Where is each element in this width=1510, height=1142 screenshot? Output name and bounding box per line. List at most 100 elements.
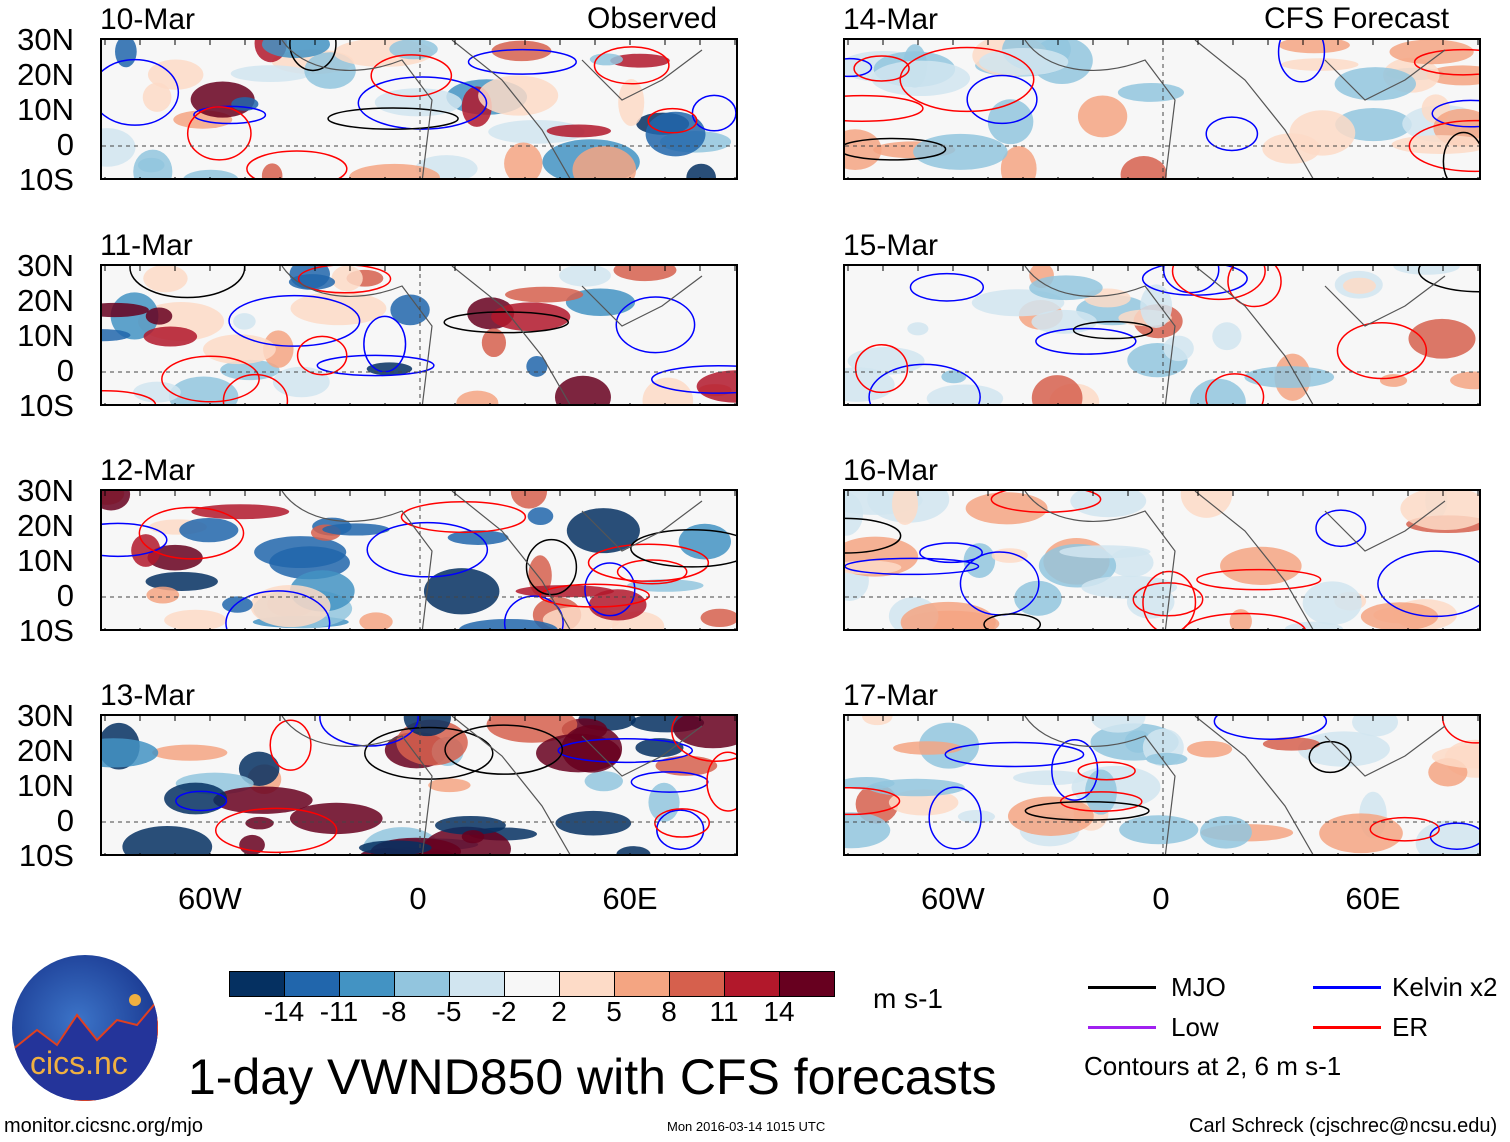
- wind-anomaly-blob: [1007, 796, 1094, 836]
- wind-anomaly-blob: [1360, 602, 1439, 629]
- legend-er: ER: [1392, 1012, 1429, 1042]
- lat-label: 20N: [17, 733, 74, 768]
- colorbar-label: 5: [606, 996, 622, 1027]
- wind-anomaly-blob: [1090, 716, 1146, 733]
- contour-line: [297, 266, 392, 294]
- wind-anomaly-blob: [1334, 67, 1417, 101]
- wind-anomaly-blob: [686, 163, 716, 178]
- wind-anomaly-blob: [893, 741, 962, 755]
- contour-line: [370, 54, 453, 98]
- panel-date: 10-Mar: [100, 3, 196, 36]
- wind-anomaly-blob: [122, 825, 213, 854]
- legend-kelvin: Kelvin x2: [1392, 972, 1498, 1002]
- wind-anomaly-blob: [1220, 546, 1302, 585]
- contour-line: [327, 107, 459, 130]
- colorbar-swatch: [615, 972, 670, 996]
- coastline: [1024, 266, 1446, 404]
- lat-label: 10N: [17, 768, 74, 803]
- contour-line: [1315, 509, 1367, 548]
- contour-line: [845, 57, 873, 78]
- colorbar-swatch: [670, 972, 725, 996]
- wind-anomaly-blob: [131, 534, 161, 567]
- wind-anomaly-blob: [1000, 146, 1037, 178]
- contour-line: [289, 40, 337, 72]
- wind-anomaly-blob: [645, 111, 706, 157]
- wind-anomaly-blob: [1297, 731, 1390, 767]
- wind-anomaly-blob: [133, 381, 181, 403]
- lat-label: 30N: [17, 22, 74, 57]
- contour-line: [845, 517, 902, 554]
- contour-line: [319, 716, 419, 747]
- source-link[interactable]: monitor.cicsnc.org/mjo: [4, 1115, 203, 1137]
- contour-line: [1035, 327, 1137, 355]
- contour-line: [1377, 550, 1479, 618]
- lat-label: 10N: [17, 543, 74, 578]
- map-panel-13-Mar: [100, 714, 738, 856]
- wind-anomaly-blob: [1289, 110, 1356, 156]
- wind-anomaly-blob: [907, 322, 929, 336]
- wind-anomaly-blob: [1281, 58, 1359, 71]
- colorbar-label: -11: [319, 996, 359, 1027]
- wind-anomaly-blob: [491, 302, 571, 332]
- wind-anomaly-blob: [289, 802, 383, 835]
- contour-line: [654, 808, 710, 838]
- contour-line: [845, 557, 980, 576]
- contour-line: [630, 771, 709, 793]
- wind-anomaly-blob: [1244, 366, 1335, 388]
- wind-anomaly-blob: [1120, 156, 1167, 178]
- lat-label: 10S: [18, 388, 74, 423]
- lat-label: 0: [56, 353, 74, 388]
- panel-date: 12-Mar: [100, 454, 196, 487]
- contour-line: [444, 724, 564, 775]
- map-panel-16-Mar: [843, 489, 1481, 631]
- wind-anomaly-blob: [202, 334, 276, 365]
- legend-er-line: [1313, 1026, 1381, 1029]
- wind-anomaly-blob: [491, 40, 552, 62]
- wind-anomaly-blob: [1013, 770, 1087, 786]
- contour-line: [525, 538, 578, 596]
- contour-line: [854, 344, 909, 394]
- wind-anomaly-blob: [261, 40, 330, 59]
- wind-anomaly-blob: [584, 771, 623, 792]
- timestamp: Mon 2016-03-14 1015 UTC: [667, 1119, 826, 1134]
- wind-anomaly-blob: [527, 507, 554, 526]
- colorbar-swatch: [395, 972, 450, 996]
- wind-anomaly-blob: [1431, 744, 1479, 769]
- contour-line: [1369, 816, 1440, 842]
- wind-anomaly-blob: [941, 370, 967, 384]
- contour-line: [539, 583, 650, 608]
- wind-anomaly-blob: [168, 376, 239, 404]
- contour-line: [269, 719, 312, 771]
- wind-anomaly-blob: [1117, 83, 1185, 102]
- observed-header: Observed: [587, 2, 718, 35]
- contour-line: [161, 355, 260, 403]
- wind-anomaly-blob: [143, 266, 188, 293]
- wind-anomaly-blob: [559, 266, 611, 287]
- contour-line: [1059, 791, 1143, 812]
- lon-label: 60W: [178, 881, 242, 916]
- colorbar-swatch: [340, 972, 395, 996]
- wind-anomaly-blob: [102, 302, 149, 318]
- wind-anomaly-blob: [263, 330, 294, 368]
- wind-anomaly-blob: [115, 40, 137, 68]
- contour-line: [186, 106, 252, 161]
- cics-logo: cics.nc: [12, 955, 158, 1101]
- wind-anomaly-blob: [1342, 277, 1376, 294]
- wind-anomaly-blob: [635, 738, 684, 758]
- wind-anomaly-blob: [152, 744, 228, 761]
- wind-anomaly-blob: [610, 53, 670, 68]
- wind-anomaly-blob: [447, 530, 509, 545]
- colorbar-label: -8: [381, 996, 407, 1027]
- wind-anomaly-blob: [231, 97, 259, 111]
- contour-line: [990, 491, 1102, 513]
- contour-line: [1431, 99, 1479, 128]
- contour-line: [1182, 612, 1306, 629]
- contour-line: [1072, 320, 1153, 340]
- wind-anomaly-blob: [862, 716, 893, 726]
- lat-label: 10N: [17, 92, 74, 127]
- wind-anomaly-blob: [655, 755, 718, 776]
- wind-anomaly-blob: [230, 65, 311, 82]
- colorbar-label: -2: [491, 996, 517, 1027]
- wind-anomaly-blob: [1070, 491, 1147, 518]
- wind-anomaly-blob: [238, 751, 280, 786]
